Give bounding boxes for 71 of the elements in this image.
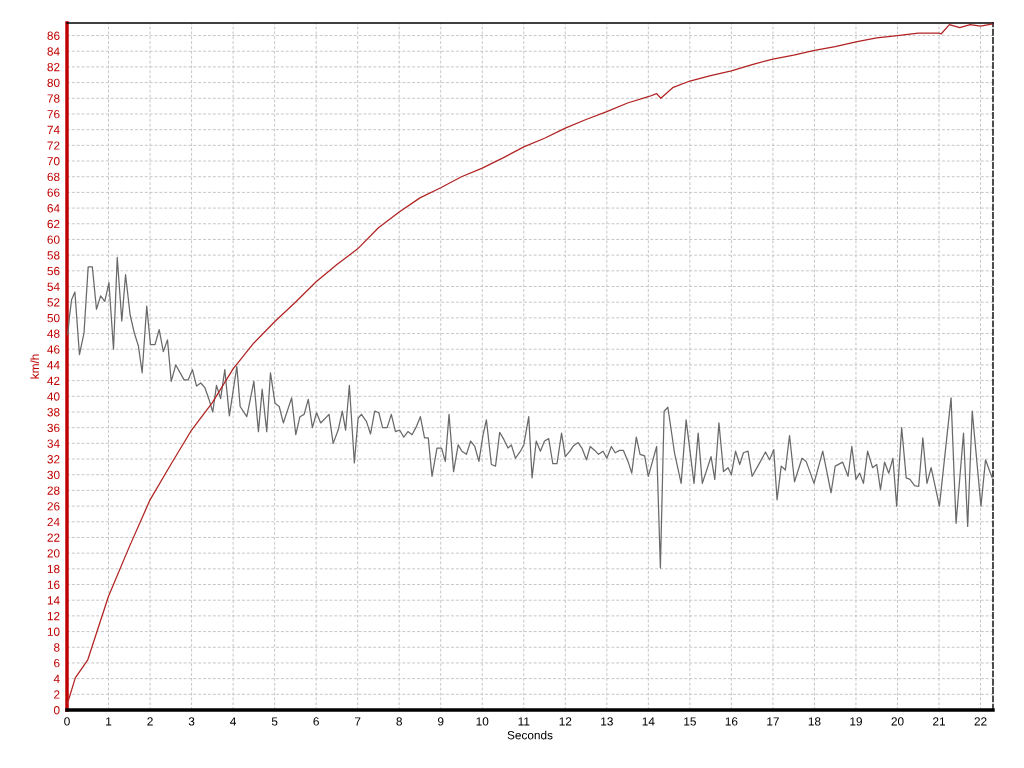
y-tick-label: 60 xyxy=(47,235,60,244)
y-tick-label: 24 xyxy=(47,517,60,527)
y-tick-label: 34 xyxy=(47,439,60,448)
y-tick-label: 54 xyxy=(47,282,60,291)
y-tick-label: 76 xyxy=(47,110,60,119)
y-tick-label: 44 xyxy=(47,361,60,370)
y-tick-label: 16 xyxy=(47,580,60,589)
x-tick-label: 7 xyxy=(355,717,361,726)
x-tick-label: 9 xyxy=(437,717,444,726)
y-tick-label: 66 xyxy=(47,188,60,197)
x-tick-label: 18 xyxy=(808,717,821,726)
x-tick-label: 0 xyxy=(64,717,70,726)
y-tick-label: 12 xyxy=(47,611,60,621)
y-tick-label: 32 xyxy=(47,455,60,464)
y-axis-title: km/h xyxy=(30,354,40,379)
x-tick-label: 12 xyxy=(559,717,572,726)
x-tick-label: 3 xyxy=(188,717,195,726)
y-tick-label: 28 xyxy=(47,486,60,495)
x-tick-label: 6 xyxy=(313,717,319,726)
y-tick-label: 18 xyxy=(47,564,60,574)
y-tick-label: 58 xyxy=(47,251,60,260)
y-tick-label: 36 xyxy=(47,423,60,433)
y-tick-label: 74 xyxy=(47,125,60,134)
y-tick-label: 46 xyxy=(47,345,60,354)
y-tick-label: 56 xyxy=(47,266,60,276)
y-tick-label: 26 xyxy=(47,502,60,511)
y-tick-label: 48 xyxy=(47,329,60,338)
x-tick-label: 4 xyxy=(230,717,237,726)
y-tick-label: 22 xyxy=(47,533,60,542)
x-tick-label: 22 xyxy=(974,717,987,726)
x-tick-label: 5 xyxy=(271,717,278,726)
x-tick-label: 19 xyxy=(850,717,862,726)
x-tick-label: 8 xyxy=(396,717,402,726)
y-tick-label: 10 xyxy=(47,627,60,636)
x-tick-label: 14 xyxy=(642,717,655,726)
x-tick-label: 20 xyxy=(891,717,904,726)
y-tick-label: 80 xyxy=(47,78,60,87)
y-tick-label: 62 xyxy=(47,219,60,229)
x-tick-label: 2 xyxy=(147,717,153,726)
line-series xyxy=(67,23,993,705)
y-tick-label: 40 xyxy=(47,392,60,401)
y-tick-label: 68 xyxy=(47,172,60,182)
y-tick-label: 64 xyxy=(47,204,60,213)
y-tick-label: 52 xyxy=(47,298,60,307)
y-tick-label: 82 xyxy=(47,62,60,72)
y-tick-label: 14 xyxy=(47,596,60,605)
y-tick-label: 8 xyxy=(54,643,60,652)
x-tick-label: 11 xyxy=(518,717,530,726)
y-tick-label: 72 xyxy=(47,141,60,150)
y-tick-label: 86 xyxy=(47,31,60,40)
y-tick-label: 30 xyxy=(47,470,60,480)
x-tick-label: 13 xyxy=(601,717,613,726)
x-tick-label: 1 xyxy=(106,717,112,726)
x-tick-label: 15 xyxy=(684,717,696,726)
x-axis-title: Seconds xyxy=(507,730,553,740)
y-tick-label: 0 xyxy=(53,706,60,715)
y-tick-label: 20 xyxy=(47,549,60,558)
y-tick-label: 84 xyxy=(47,47,60,56)
y-tick-label: 38 xyxy=(47,408,60,417)
x-tick-label: 16 xyxy=(725,717,738,726)
line-series xyxy=(67,256,993,569)
y-tick-label: 70 xyxy=(47,157,60,166)
y-tick-label: 50 xyxy=(47,313,60,323)
x-tick-label: 21 xyxy=(933,717,946,726)
y-tick-label: 2 xyxy=(54,690,60,699)
x-tick-label: 17 xyxy=(767,717,779,726)
y-tick-label: 6 xyxy=(54,658,60,668)
x-tick-label: 10 xyxy=(476,717,489,726)
y-tick-label: 78 xyxy=(47,94,60,103)
y-tick-label: 42 xyxy=(47,376,60,385)
y-tick-label: 4 xyxy=(53,674,60,683)
